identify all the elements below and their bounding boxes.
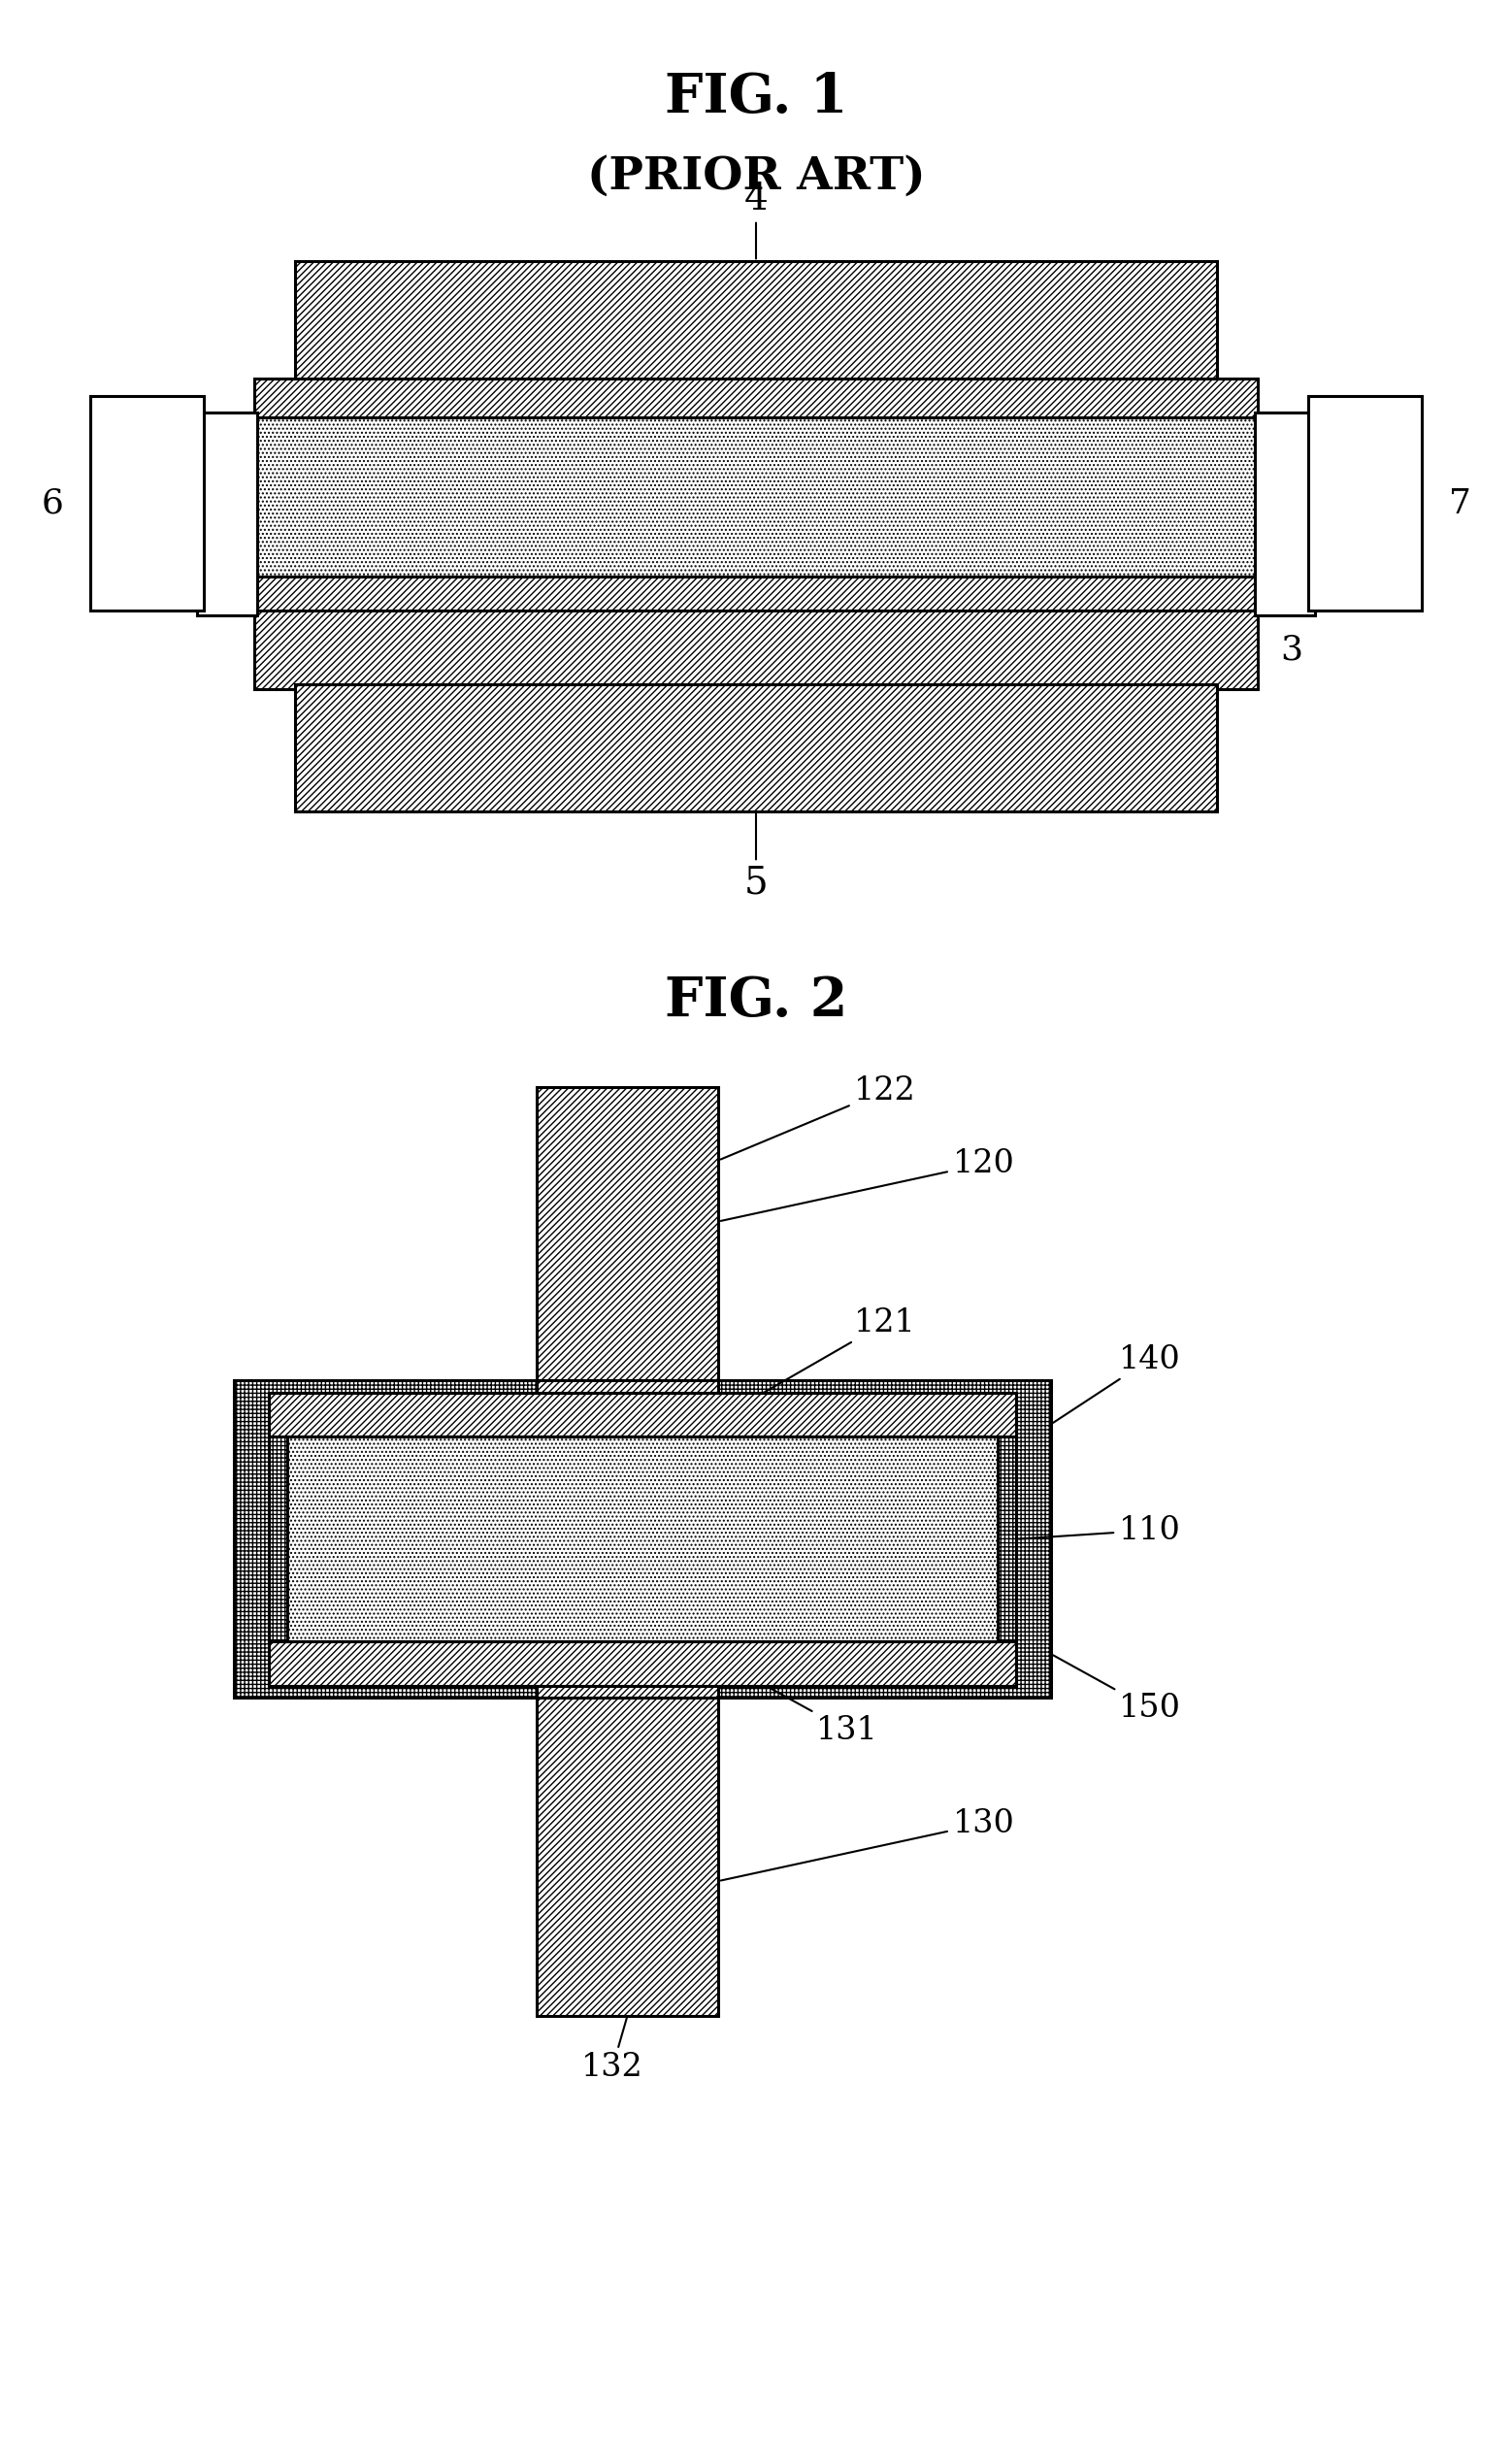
Bar — [254, 577, 1258, 616]
Text: 120: 120 — [721, 1148, 1015, 1222]
Bar — [1308, 396, 1421, 611]
Bar — [91, 396, 204, 611]
Bar — [537, 1087, 718, 1380]
Text: 110: 110 — [1019, 1515, 1181, 1546]
Bar — [254, 379, 1258, 418]
Text: 131: 131 — [729, 1666, 878, 1747]
Bar — [197, 413, 257, 616]
Bar — [295, 684, 1217, 811]
Text: 122: 122 — [721, 1075, 916, 1160]
Bar — [287, 1436, 998, 1642]
Text: FIG. 1: FIG. 1 — [665, 71, 847, 125]
Text: 5: 5 — [744, 814, 768, 901]
Text: 7: 7 — [1448, 486, 1471, 520]
Bar — [234, 1380, 1051, 1698]
Text: 6: 6 — [41, 486, 64, 520]
Bar — [295, 261, 1217, 384]
Bar — [269, 1642, 1016, 1686]
Bar — [1255, 413, 1315, 616]
Bar — [537, 1380, 718, 1698]
Bar — [269, 1393, 1016, 1436]
Text: 121: 121 — [729, 1307, 916, 1412]
Text: 4: 4 — [744, 181, 768, 259]
Text: 130: 130 — [721, 1808, 1015, 1881]
Text: FIG. 2: FIG. 2 — [665, 975, 847, 1029]
Text: 140: 140 — [1052, 1344, 1181, 1422]
Bar — [197, 413, 1315, 581]
Text: 3: 3 — [1281, 633, 1303, 667]
Text: 2: 2 — [1323, 437, 1344, 469]
Text: 1: 1 — [168, 437, 189, 469]
Bar — [254, 611, 1258, 689]
Text: 150: 150 — [1054, 1656, 1181, 1725]
Bar — [537, 1698, 718, 2015]
Text: (PRIOR ART): (PRIOR ART) — [587, 154, 925, 198]
Text: 132: 132 — [582, 2018, 643, 2084]
